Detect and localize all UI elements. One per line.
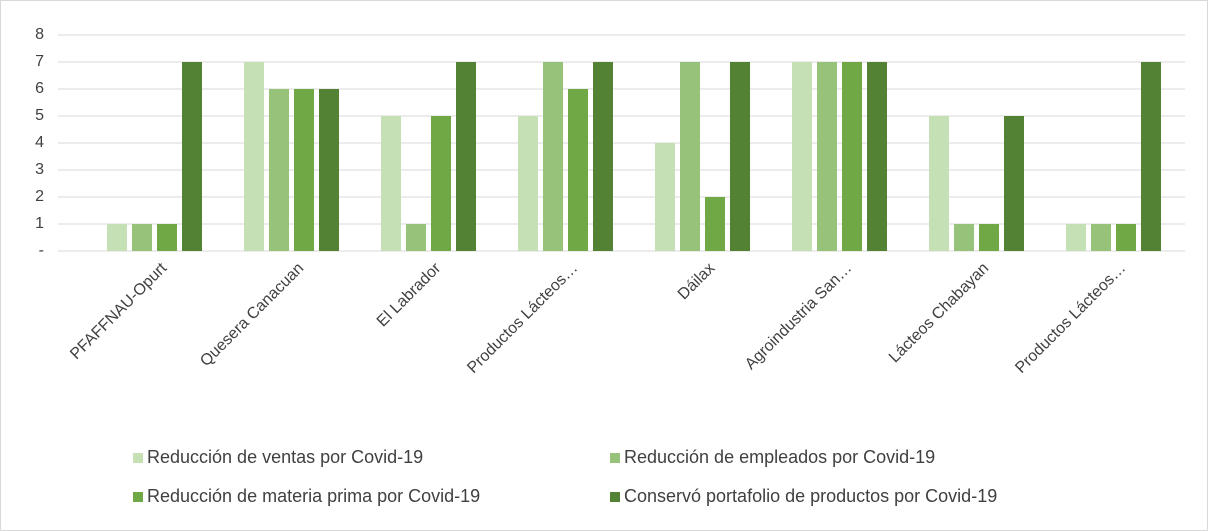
- bar: [1116, 224, 1136, 251]
- legend-label: Reducción de materia prima por Covid-19: [147, 486, 480, 506]
- y-tick-label: 2: [35, 188, 44, 205]
- y-tick-label: 4: [35, 134, 44, 151]
- bar: [244, 62, 264, 251]
- bar: [269, 89, 289, 251]
- bar: [182, 62, 202, 251]
- legend-label: Reducción de ventas por Covid-19: [147, 447, 423, 467]
- legend-label: Reducción de empleados por Covid-19: [624, 447, 935, 467]
- bar: [730, 62, 750, 251]
- bar: [979, 224, 999, 251]
- legend-swatch: [133, 492, 143, 502]
- bar: [1004, 116, 1024, 251]
- bar: [1091, 224, 1111, 251]
- bar: [568, 89, 588, 251]
- legend-swatch: [610, 453, 620, 463]
- y-tick-label: 3: [35, 161, 44, 178]
- bar: [842, 62, 862, 251]
- bar: [431, 116, 451, 251]
- bar: [157, 224, 177, 251]
- bar: [294, 89, 314, 251]
- bar: [954, 224, 974, 251]
- y-tick-label: 1: [35, 215, 44, 232]
- bar: [406, 224, 426, 251]
- bar: [655, 143, 675, 251]
- bar: [381, 116, 401, 251]
- bar: [817, 62, 837, 251]
- bar: [929, 116, 949, 251]
- y-tick-label: 6: [35, 80, 44, 97]
- y-tick-label: -: [39, 242, 44, 259]
- bar: [1066, 224, 1086, 251]
- bar: [792, 62, 812, 251]
- bar: [867, 62, 887, 251]
- bar: [132, 224, 152, 251]
- bar: [319, 89, 339, 251]
- legend-swatch: [610, 492, 620, 502]
- legend-swatch: [133, 453, 143, 463]
- bar: [456, 62, 476, 251]
- bar: [107, 224, 127, 251]
- bar: [543, 62, 563, 251]
- y-tick-label: 5: [35, 107, 44, 124]
- bar: [518, 116, 538, 251]
- bar: [1141, 62, 1161, 251]
- bar: [680, 62, 700, 251]
- bar: [593, 62, 613, 251]
- bar: [705, 197, 725, 251]
- legend-label: Conservó portafolio de productos por Cov…: [624, 486, 997, 506]
- y-tick-label: 8: [35, 26, 44, 43]
- y-tick-label: 7: [35, 53, 44, 70]
